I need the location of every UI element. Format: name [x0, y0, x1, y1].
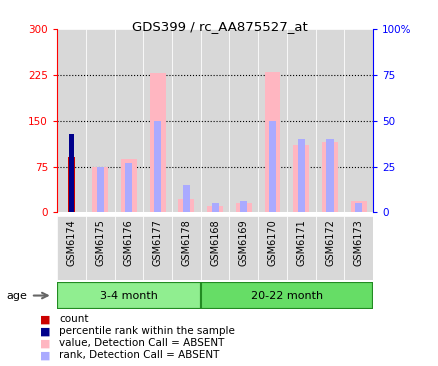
Text: GSM6174: GSM6174: [66, 219, 76, 266]
Bar: [200, 29, 229, 212]
Bar: [69, 134, 74, 212]
Text: GSM6177: GSM6177: [152, 219, 162, 266]
FancyBboxPatch shape: [200, 216, 229, 280]
Bar: [92, 167, 108, 212]
Text: ■: ■: [39, 338, 50, 348]
FancyBboxPatch shape: [172, 216, 200, 280]
Text: age: age: [7, 291, 28, 300]
Bar: [121, 159, 137, 212]
Bar: [354, 203, 361, 212]
Text: GSM6170: GSM6170: [267, 219, 277, 266]
Text: ■: ■: [39, 326, 50, 336]
Bar: [149, 73, 165, 212]
FancyBboxPatch shape: [344, 216, 372, 280]
Text: 3-4 month: 3-4 month: [100, 291, 158, 300]
Bar: [293, 145, 308, 212]
Text: count: count: [59, 314, 88, 324]
FancyBboxPatch shape: [57, 282, 200, 309]
Text: GSM6169: GSM6169: [238, 219, 248, 266]
Bar: [143, 29, 172, 212]
Bar: [68, 157, 74, 212]
FancyBboxPatch shape: [315, 216, 344, 280]
FancyBboxPatch shape: [85, 216, 114, 280]
Bar: [125, 163, 132, 212]
Text: GSM6178: GSM6178: [181, 219, 191, 266]
Bar: [258, 29, 286, 212]
Text: GDS399 / rc_AA875527_at: GDS399 / rc_AA875527_at: [131, 20, 307, 33]
Text: ■: ■: [39, 314, 50, 324]
Bar: [85, 29, 114, 212]
FancyBboxPatch shape: [57, 216, 85, 280]
Bar: [229, 29, 258, 212]
Bar: [240, 201, 247, 212]
FancyBboxPatch shape: [258, 216, 286, 280]
Text: GSM6168: GSM6168: [210, 219, 219, 266]
Bar: [154, 121, 161, 212]
FancyBboxPatch shape: [229, 216, 258, 280]
Bar: [57, 29, 85, 212]
Bar: [114, 29, 143, 212]
Text: GSM6173: GSM6173: [353, 219, 363, 266]
Text: percentile rank within the sample: percentile rank within the sample: [59, 326, 235, 336]
Bar: [264, 72, 280, 212]
Text: GSM6176: GSM6176: [124, 219, 134, 266]
FancyBboxPatch shape: [286, 216, 315, 280]
FancyBboxPatch shape: [200, 282, 372, 309]
Bar: [315, 29, 344, 212]
Text: GSM6175: GSM6175: [95, 219, 105, 266]
Bar: [182, 185, 190, 212]
Bar: [207, 206, 223, 212]
Text: GSM6172: GSM6172: [324, 219, 334, 266]
Bar: [321, 142, 337, 212]
FancyBboxPatch shape: [143, 216, 172, 280]
Bar: [172, 29, 200, 212]
Bar: [211, 203, 218, 212]
Text: 20-22 month: 20-22 month: [250, 291, 322, 300]
Bar: [350, 201, 366, 212]
FancyBboxPatch shape: [114, 216, 143, 280]
Text: ■: ■: [39, 350, 50, 361]
Bar: [326, 139, 333, 212]
Bar: [178, 199, 194, 212]
Bar: [235, 203, 251, 212]
Bar: [96, 167, 103, 212]
Bar: [286, 29, 315, 212]
Text: value, Detection Call = ABSENT: value, Detection Call = ABSENT: [59, 338, 224, 348]
Bar: [297, 139, 304, 212]
Text: rank, Detection Call = ABSENT: rank, Detection Call = ABSENT: [59, 350, 219, 361]
Bar: [268, 121, 276, 212]
Bar: [344, 29, 372, 212]
Text: GSM6171: GSM6171: [296, 219, 306, 266]
